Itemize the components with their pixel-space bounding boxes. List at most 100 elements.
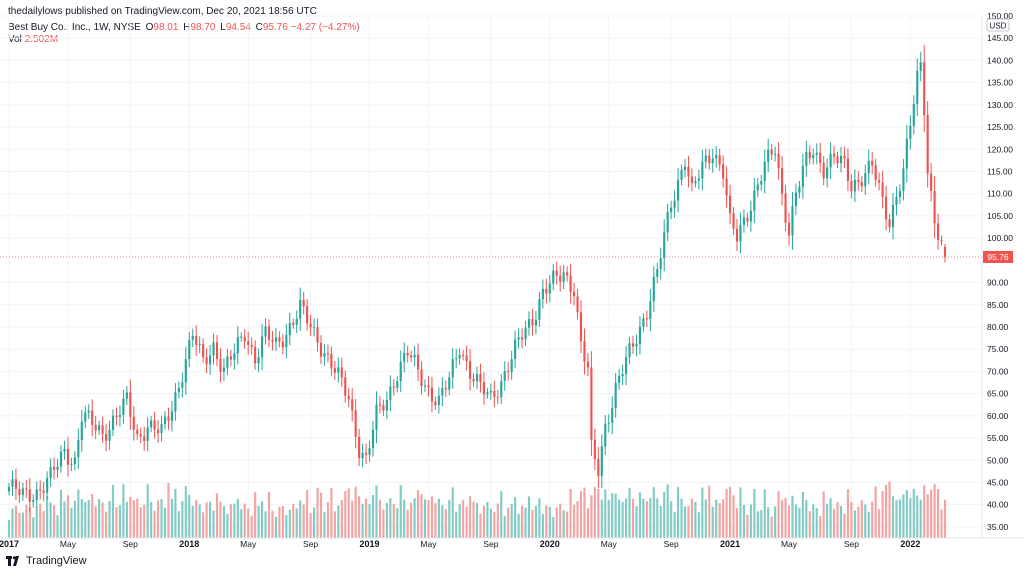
- volume-bar: [160, 499, 163, 538]
- volume-bar: [607, 499, 610, 538]
- volume-bar: [267, 491, 271, 538]
- candle-body: [309, 323, 312, 328]
- price-tick-label: 145.00: [987, 33, 1013, 43]
- candle-body: [153, 420, 156, 430]
- price-tick-label: 40.00: [987, 500, 1009, 510]
- volume-bar: [919, 499, 922, 538]
- time-tick-label: 2021: [720, 539, 740, 549]
- candle-body: [181, 382, 184, 388]
- candle-body: [878, 180, 881, 183]
- candle-body: [52, 467, 56, 470]
- volume-bar: [302, 504, 305, 538]
- volume-bar: [725, 488, 728, 538]
- volume-bar: [423, 499, 427, 538]
- candle-body: [451, 359, 454, 378]
- candle-body: [780, 168, 784, 194]
- volume-bar: [756, 511, 759, 538]
- volume-bar: [652, 487, 655, 538]
- volume-bar: [46, 496, 49, 538]
- candle-body: [202, 343, 205, 358]
- volume-bar: [527, 496, 531, 538]
- volume-bar: [351, 500, 354, 538]
- candle-body: [500, 380, 503, 398]
- volume-bar: [510, 504, 513, 538]
- candle-body: [715, 155, 718, 159]
- candle-body: [507, 371, 510, 373]
- candle-body: [711, 158, 714, 164]
- volume-bar: [448, 500, 451, 538]
- volume-bar: [562, 510, 565, 538]
- volume-bar: [364, 498, 368, 538]
- candle-body: [566, 272, 569, 276]
- candle-body: [642, 318, 645, 327]
- volume-bar: [274, 516, 278, 538]
- candle-body: [645, 318, 648, 320]
- price-tick-label: 130.00: [987, 100, 1013, 110]
- volume-bar: [676, 487, 680, 538]
- footer-brand[interactable]: TradingView: [6, 555, 87, 567]
- volume-bar: [819, 515, 822, 538]
- volume-bar: [791, 495, 794, 538]
- volume-bar: [219, 501, 222, 538]
- volume-bar: [718, 503, 721, 538]
- candle-body: [520, 337, 524, 340]
- volume-bar: [347, 488, 350, 538]
- candle-body: [919, 62, 922, 71]
- candle-body: [732, 213, 735, 229]
- volume-bar: [836, 502, 839, 538]
- candle-body: [930, 173, 933, 191]
- candle-body: [326, 353, 330, 355]
- candle-body: [739, 224, 742, 242]
- volume-bar: [278, 506, 281, 538]
- candle-body: [819, 152, 822, 163]
- candle-body: [638, 326, 642, 345]
- candle-body: [392, 386, 395, 388]
- candle-body: [871, 160, 874, 166]
- candle-body: [933, 190, 936, 224]
- volume-bar: [621, 501, 624, 538]
- volume-bar: [195, 499, 198, 538]
- time-axis[interactable]: 2017 May Sep 2018 May Sep 2019 May Sep 2020 May Sep…: [0, 539, 920, 549]
- volume-bar: [628, 487, 631, 538]
- price-tick-label: 120.00: [987, 144, 1013, 154]
- volume-bar: [517, 513, 520, 538]
- candle-body: [465, 355, 468, 362]
- candle-body: [798, 186, 801, 193]
- candle-body: [479, 373, 482, 383]
- candle-body: [87, 410, 90, 413]
- volume-bar: [441, 505, 444, 538]
- candle-body: [670, 207, 673, 213]
- volume-bar: [739, 487, 742, 538]
- price-axis[interactable]: 150.00 145.00 140.00 135.00 130.00 125.00 120.…: [987, 11, 1013, 532]
- candle-body: [111, 415, 115, 430]
- price-tick-label: 115.00: [987, 166, 1013, 176]
- volume-bar: [763, 489, 766, 538]
- volume-bar: [590, 495, 593, 538]
- volume-bar: [437, 498, 440, 538]
- volume-bar: [697, 512, 700, 538]
- candle-body: [725, 178, 728, 196]
- candle-body: [832, 153, 836, 157]
- volume-bar: [389, 498, 392, 538]
- candle-body: [839, 155, 843, 164]
- candle-body: [683, 166, 687, 170]
- volume-bar: [538, 498, 541, 538]
- candle-body: [80, 421, 83, 441]
- volume-bar: [132, 500, 135, 538]
- candle-body: [368, 447, 371, 455]
- candle-body: [784, 193, 787, 223]
- volume-bar: [396, 508, 399, 538]
- currency-badge[interactable]: [986, 18, 1010, 32]
- volume-bar: [222, 506, 226, 538]
- candle-body: [527, 319, 531, 328]
- volume-bar: [503, 515, 506, 538]
- volume-bar: [787, 505, 791, 538]
- candle-body: [767, 149, 770, 162]
- candle-body: [687, 166, 690, 177]
- candle-body: [517, 337, 520, 340]
- candle-body: [299, 300, 302, 319]
- candle-body: [510, 359, 513, 372]
- volume-bar: [656, 498, 659, 538]
- candle-body: [472, 378, 475, 382]
